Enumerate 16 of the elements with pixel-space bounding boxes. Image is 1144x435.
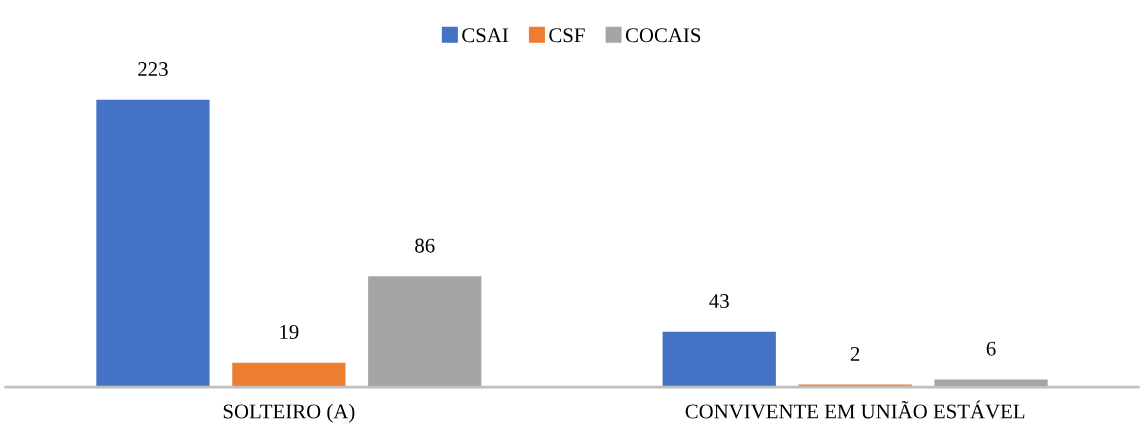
x-tick-label: CONVIVENTE EM UNIÃO ESTÁVEL bbox=[685, 400, 1025, 419]
data-label: 86 bbox=[415, 238, 435, 253]
bar bbox=[662, 331, 776, 388]
data-label: 19 bbox=[280, 324, 299, 339]
legend-label: COCAIS bbox=[625, 28, 701, 43]
legend-label: CSF bbox=[549, 28, 585, 43]
x-tick-label: SOLTEIRO (A) bbox=[223, 403, 355, 423]
data-label: 2 bbox=[850, 346, 860, 361]
bar bbox=[368, 276, 482, 388]
data-label: 223 bbox=[138, 62, 168, 77]
bar bbox=[934, 379, 1048, 388]
legend-label: CSAI bbox=[462, 28, 509, 43]
data-label: 43 bbox=[709, 294, 729, 309]
bar bbox=[232, 362, 346, 388]
data-label: 6 bbox=[986, 341, 996, 356]
bar bbox=[96, 99, 210, 388]
